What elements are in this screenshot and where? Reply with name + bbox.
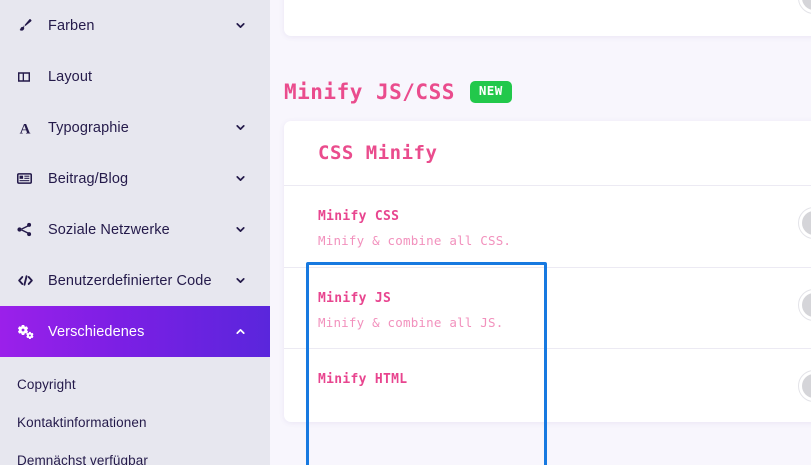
sidebar-subitem-copyright[interactable]: Copyright [0,365,270,403]
row-label: Minify HTML [318,372,408,387]
chevron-down-icon[interactable] [232,172,248,185]
card-title: CSS Minify [318,141,438,164]
cogs-icon [16,323,38,340]
sidebar-subitem-label: Copyright [17,376,76,392]
new-badge: NEW [469,81,512,103]
row-description: Minify & combine all CSS. [318,233,512,248]
sidebar-subitem-label: Kontaktinformationen [17,414,147,430]
previous-card-toggle-wrap [798,0,811,14]
toggle-knob [802,293,811,317]
chevron-down-icon[interactable] [232,274,248,287]
previous-card-toggle[interactable] [798,0,811,14]
chevron-down-icon[interactable] [232,121,248,134]
chevron-up-icon[interactable] [232,325,248,338]
sidebar-item-label: Farben [48,17,95,34]
sidebar-item-soziale-netzwerke[interactable]: Soziale Netzwerke [0,204,270,255]
chevron-down-icon[interactable] [232,19,248,32]
minify-js-toggle[interactable] [798,289,811,321]
submenu-spacer [0,357,270,365]
toggle-knob [802,211,811,235]
sidebar-item-benutzerdefinierter-code[interactable]: Benutzerdefinierter Code [0,255,270,306]
sidebar-item-verschiedenes[interactable]: Verschiedenes [0,306,270,357]
sidebar-subitem-demnaechst-verfuegbar[interactable]: Demnächst verfügbar [0,441,270,465]
section-title: Minify JS/CSS [284,80,455,104]
main-content: Minify JS/CSS NEW CSS Minify Minify CSS … [270,0,811,465]
setting-row-minify-html: Minify HTML [284,348,811,422]
row-label: Minify CSS [318,209,400,224]
row-label: Minify JS [318,291,392,306]
section-heading: Minify JS/CSS NEW [284,80,512,104]
row-control [798,349,811,402]
sidebar-item-beitrag-blog[interactable]: Beitrag/Blog [0,153,270,204]
row-text-block: Minify JS Minify & combine all JS. [318,268,798,330]
minify-html-toggle[interactable] [798,370,811,402]
row-text-block: Minify HTML [318,349,798,396]
paintbrush-icon [16,17,38,34]
card-header: CSS Minify [284,121,811,184]
sidebar-item-label: Benutzerdefinierter Code [48,272,212,289]
row-control [798,268,811,321]
chevron-down-icon[interactable] [232,223,248,236]
setting-row-minify-css: Minify CSS Minify & combine all CSS. [284,185,811,267]
sidebar-item-typographie[interactable]: A Typographie [0,102,270,153]
row-description: Minify & combine all JS. [318,315,504,330]
sidebar: Farben Layout A Typographie [0,0,270,465]
css-minify-card: CSS Minify Minify CSS Minify & combine a… [284,121,811,465]
sidebar-subitem-label: Demnächst verfügbar [17,452,148,465]
row-control [798,186,811,239]
sidebar-subitem-kontaktinformationen[interactable]: Kontaktinformationen [0,403,270,441]
sidebar-item-farben[interactable]: Farben [0,0,270,51]
toggle-knob [802,0,811,10]
sidebar-item-label: Soziale Netzwerke [48,221,170,238]
sidebar-item-layout[interactable]: Layout [0,51,270,102]
setting-row-minify-js: Minify JS Minify & combine all JS. [284,267,811,348]
svg-text:A: A [20,121,31,137]
minify-css-toggle[interactable] [798,207,811,239]
columns-layout-icon [16,69,38,85]
share-icon [16,221,38,238]
sidebar-item-label: Beitrag/Blog [48,170,129,187]
sidebar-item-label: Verschiedenes [48,323,145,340]
code-brackets-icon [16,272,38,289]
letter-a-icon: A [16,119,38,137]
toggle-knob [802,374,811,398]
newspaper-icon [16,170,38,187]
row-text-block: Minify CSS Minify & combine all CSS. [318,186,798,248]
sidebar-item-label: Typographie [48,119,129,136]
previous-settings-card [284,0,811,36]
sidebar-item-label: Layout [48,68,93,85]
